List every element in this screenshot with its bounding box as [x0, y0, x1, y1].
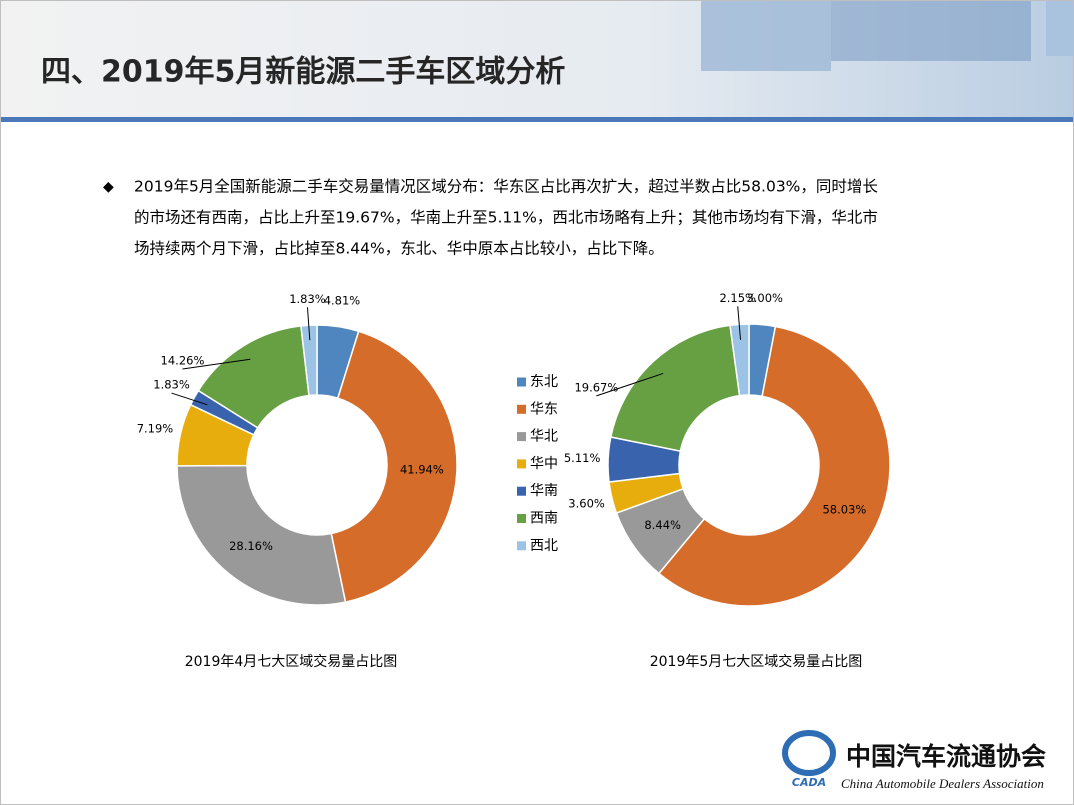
- donut-slice: [300, 324, 318, 397]
- legend-swatch: [517, 459, 526, 469]
- data-label: 7.19%: [137, 421, 174, 435]
- data-label: 1.83%: [153, 378, 190, 392]
- bullet-text: 场持续两个月下滑，占比掉至8.44%，东北、华中原本占比较小，占比下降。: [134, 240, 664, 258]
- legend-label: 华南: [530, 483, 558, 499]
- leader-line: [171, 392, 208, 406]
- legend-label: 华中: [530, 456, 558, 472]
- bullet-mark: ◆: [103, 179, 114, 195]
- data-label: 1.83%: [289, 292, 326, 306]
- legend-swatch: [517, 486, 526, 496]
- donut-slice: [657, 325, 891, 607]
- legend-label: 华东: [530, 401, 558, 417]
- data-label: 58.03%: [822, 503, 866, 517]
- data-label: 4.81%: [324, 293, 361, 307]
- donut-slice: [729, 323, 750, 397]
- logo-abbr: CADA: [792, 776, 826, 789]
- header-rule: [1, 117, 1073, 122]
- bullet-text: 2019年5月全国新能源二手车交易量情况区域分布：华东区占比再次扩大，超过半数占…: [134, 178, 878, 196]
- donut-slice: [330, 330, 458, 603]
- bullet-text: 的市场还有西南，占比上升至19.67%，华南上升至5.11%，西北市场略有上升；…: [134, 209, 878, 227]
- legend-swatch: [517, 404, 526, 414]
- logo-name: 中国汽车流通协会: [846, 742, 1046, 771]
- legend-label: 华北: [530, 429, 558, 445]
- leader-line: [737, 306, 742, 340]
- data-label: 41.94%: [400, 463, 444, 477]
- donut-slice: [176, 464, 347, 606]
- data-label: 14.26%: [161, 354, 205, 368]
- leader-line: [182, 358, 251, 370]
- header-deco: [1046, 1, 1073, 56]
- logo-english: China Automobile Dealers Association: [841, 776, 1044, 791]
- legend-swatch: [517, 541, 526, 551]
- header-deco: [831, 1, 1031, 61]
- data-label: 8.44%: [644, 518, 681, 532]
- donut-slice: [609, 324, 741, 452]
- legend-swatch: [517, 432, 526, 442]
- leader-line: [596, 372, 664, 397]
- leader-line: [306, 307, 311, 341]
- data-label: 2.15%: [719, 291, 756, 305]
- chart-caption: 2019年5月七大区域交易量占比图: [650, 653, 863, 670]
- legend-swatch: [517, 514, 526, 523]
- header-deco: [701, 1, 831, 71]
- logo: CADA 中国汽车流通协会 China Automobile Dealers A…: [782, 730, 1046, 791]
- legend-label: 东北: [530, 374, 558, 390]
- data-label: 3.60%: [568, 496, 605, 510]
- chart-caption: 2019年4月七大区域交易量占比图: [185, 653, 398, 670]
- legend-label: 西南: [530, 511, 558, 527]
- data-label: 28.16%: [229, 539, 273, 553]
- page-title: 四、2019年5月新能源二手车区域分析: [41, 55, 565, 90]
- legend-label: 西北: [530, 538, 558, 554]
- data-label: 5.11%: [564, 451, 601, 465]
- data-label: 19.67%: [574, 380, 618, 394]
- logo-mark: [782, 730, 836, 776]
- legend-swatch: [517, 377, 526, 387]
- data-label: 3.00%: [746, 291, 783, 305]
